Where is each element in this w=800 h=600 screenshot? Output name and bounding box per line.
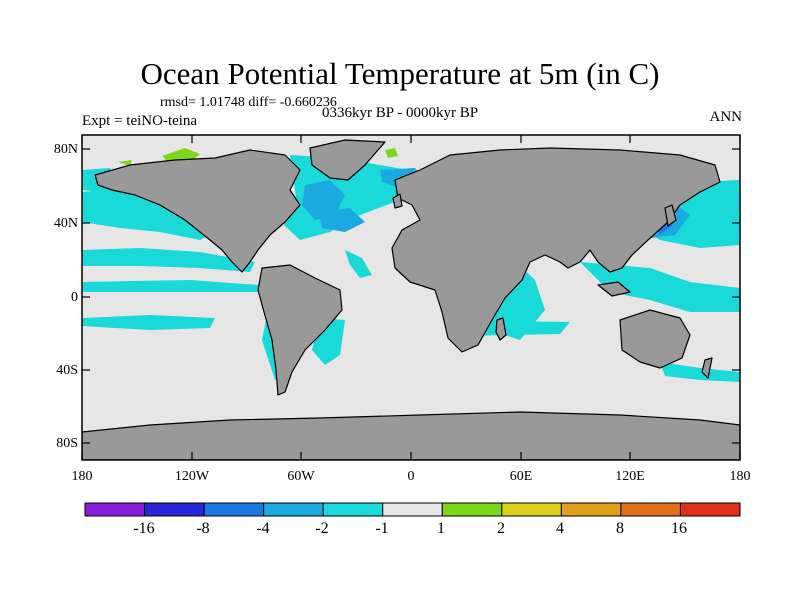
colorbar-label: 8 (616, 520, 624, 537)
atlantic-stripe (345, 250, 372, 278)
y-label-40n: 40N (53, 216, 78, 231)
y-label-40s: 40S (56, 363, 78, 378)
colorbar-box (679, 502, 741, 517)
madagascar (495, 317, 507, 341)
antarctica (82, 411, 740, 460)
colorbar-label: -16 (133, 520, 155, 537)
y-ticks (82, 148, 740, 444)
eastern-pacific-cooling (82, 248, 255, 272)
x-label-180e: 180 (729, 469, 751, 484)
colorbar-box (203, 502, 265, 517)
y-label-80n: 80N (53, 142, 78, 157)
north-pacific-east-cooling (82, 188, 215, 240)
greenland (309, 139, 386, 181)
arctic-warming-small (118, 160, 132, 166)
x-label-120e: 120E (615, 469, 645, 484)
y-label-0: 0 (71, 290, 78, 305)
stats-line: rmsd= 1.01748 diff= -0.660236 (160, 95, 337, 110)
gulf-stream-cooling (318, 208, 365, 232)
uk-islands (392, 193, 403, 209)
colorbar-box (144, 502, 205, 517)
colorbar-label: -2 (315, 520, 329, 537)
colorbar-box (322, 502, 384, 517)
experiment-label: Expt = teiNO-teina (82, 113, 198, 129)
x-label-60e: 60E (509, 469, 533, 484)
land-masses (82, 139, 740, 460)
barents-warming (385, 148, 398, 158)
colorbar-box (84, 502, 146, 517)
colorbar-label: -1 (375, 520, 389, 537)
x-label-0: 0 (407, 469, 415, 484)
colorbar-label: 16 (671, 520, 687, 537)
south-america (257, 264, 343, 396)
tropical-pacific-band (82, 280, 272, 292)
colorbar-box (620, 502, 681, 517)
north-america (94, 149, 301, 273)
colorbar-label: -4 (256, 520, 270, 537)
period-label: 0336kyr BP - 0000kyr BP (322, 105, 479, 121)
australia (619, 309, 691, 369)
colorbar-label: 4 (556, 520, 564, 537)
eurasia-africa (391, 147, 721, 353)
map-field (82, 135, 740, 460)
indonesia (597, 281, 631, 297)
colorbar-label: -8 (196, 520, 210, 537)
colorbar (84, 502, 741, 517)
x-label-180w: 180 (71, 469, 93, 484)
x-ticks (81, 135, 741, 460)
colorbar-label: 1 (437, 520, 445, 537)
southern-ocean-east (660, 362, 740, 382)
colorbar-box (263, 502, 324, 517)
colorbar-box (501, 502, 562, 517)
colorbar-box (441, 502, 503, 517)
x-label-60w: 60W (287, 469, 315, 484)
colorbar-box (560, 502, 622, 517)
x-label-120w: 120W (174, 469, 210, 484)
west-pacific-tropical (580, 262, 740, 312)
south-pacific-cooling (82, 315, 215, 330)
colorbar-box (382, 502, 443, 517)
new-zealand (701, 357, 713, 379)
map-title: Ocean Potential Temperature at 5m (in C) (140, 56, 660, 91)
y-label-80s: 80S (56, 436, 78, 451)
japan (664, 204, 677, 227)
season-label: ANN (709, 109, 743, 125)
colorbar-label: 2 (497, 520, 505, 537)
